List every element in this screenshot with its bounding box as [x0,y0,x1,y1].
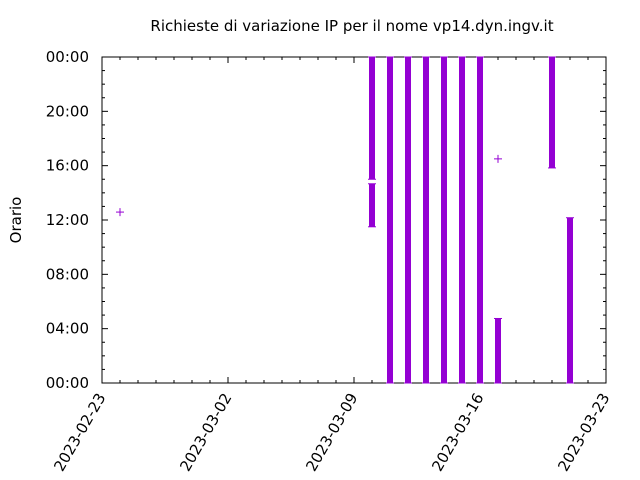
chart-title: Richieste di variazione IP per il nome v… [150,17,554,35]
data-bar [369,183,375,227]
x-tick-label: 2023-03-16 [428,390,487,475]
x-tick-label: 2023-03-23 [554,390,613,475]
y-axis-label: Orario [7,197,25,244]
y-tick-label: 16:00 [46,157,89,175]
data-bar [567,217,573,383]
y-tick-label: 08:00 [46,265,89,283]
data-bar [459,57,465,383]
y-tick-label: 20:00 [46,102,89,120]
x-tick-label: 2023-03-09 [302,390,361,475]
data-bar [369,57,375,180]
data-bar [405,57,411,383]
x-tick-label: 2023-03-02 [176,390,235,475]
data-bar [549,57,555,168]
data-bar [387,57,393,383]
data-bar [441,57,447,383]
y-tick-label: 04:00 [46,320,89,338]
data-bar [495,318,501,383]
y-tick-label: 00:00 [46,48,89,66]
y-tick-label: 12:00 [46,211,89,229]
data-bar [477,57,483,383]
y-tick-label: 00:00 [46,374,89,392]
plot-frame [101,56,607,384]
data-bar [423,57,429,383]
x-tick-label: 2023-02-23 [50,390,109,475]
